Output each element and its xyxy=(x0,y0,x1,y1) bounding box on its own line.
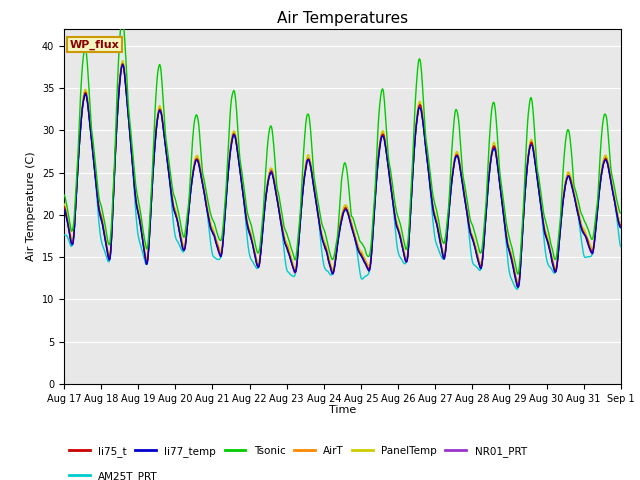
Text: WP_flux: WP_flux xyxy=(70,39,119,50)
Title: Air Temperatures: Air Temperatures xyxy=(277,11,408,26)
X-axis label: Time: Time xyxy=(329,405,356,415)
Legend: AM25T_PRT: AM25T_PRT xyxy=(69,471,158,480)
Y-axis label: Air Temperature (C): Air Temperature (C) xyxy=(26,152,36,261)
